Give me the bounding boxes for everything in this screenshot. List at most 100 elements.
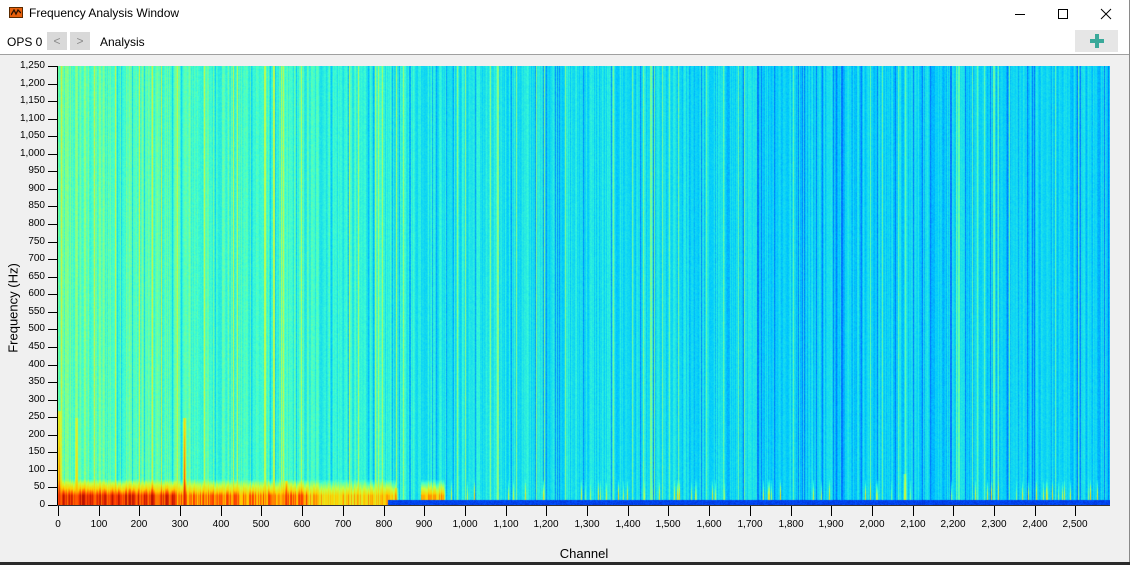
x-tick-label: 100 (90, 519, 108, 530)
y-tick-label: 800 (28, 218, 45, 229)
y-tick-mark (48, 435, 57, 436)
x-axis-title: Channel (559, 546, 609, 561)
x-tick-label: 1,600 (696, 519, 722, 530)
x-tick-mark (343, 506, 344, 516)
y-tick-mark (48, 347, 57, 348)
x-tick-mark (831, 506, 832, 516)
y-tick-label: 0 (39, 499, 45, 510)
x-tick-label: 200 (130, 519, 148, 530)
x-tick-label: 1,200 (533, 519, 559, 530)
y-tick-label: 250 (28, 411, 45, 422)
add-button[interactable] (1075, 30, 1118, 52)
close-button[interactable] (1084, 0, 1128, 28)
y-tick-label: 200 (28, 429, 45, 440)
x-tick-label: 2,500 (1062, 519, 1088, 530)
minimize-button[interactable] (998, 0, 1042, 28)
x-tick-mark (791, 506, 792, 516)
y-tick-label: 100 (28, 464, 45, 475)
y-tick-mark (48, 101, 57, 102)
x-tick-mark (465, 506, 466, 516)
x-tick-label: 1,400 (615, 519, 641, 530)
y-tick-mark (48, 329, 57, 330)
y-tick-label: 1,250 (19, 60, 45, 71)
x-tick-label: 1,800 (778, 519, 804, 530)
x-tick-label: 300 (171, 519, 189, 530)
x-tick-mark (1035, 506, 1036, 516)
y-tick-mark (48, 66, 57, 67)
x-tick-label: 800 (375, 519, 393, 530)
y-tick-mark (48, 294, 57, 295)
y-tick-mark (48, 84, 57, 85)
y-tick-label: 600 (28, 288, 45, 299)
previous-button[interactable]: < (47, 32, 67, 50)
x-tick-label: 600 (293, 519, 311, 530)
y-tick-label: 300 (28, 394, 45, 405)
spectrogram-heatmap[interactable] (58, 66, 1110, 505)
y-tick-mark (48, 382, 57, 383)
x-tick-mark (668, 506, 669, 516)
maximize-icon (1058, 9, 1068, 19)
y-tick-label: 1,200 (19, 78, 45, 89)
y-tick-mark (48, 206, 57, 207)
x-tick-mark (913, 506, 914, 516)
view-label: Analysis (100, 35, 145, 49)
y-axis-line (57, 66, 58, 506)
chart-app-icon (9, 7, 23, 18)
x-tick-label: 1,100 (493, 519, 519, 530)
x-tick-mark (139, 506, 140, 516)
x-tick-label: 1,000 (452, 519, 478, 530)
y-tick-label: 50 (33, 481, 45, 492)
x-tick-mark (872, 506, 873, 516)
y-tick-label: 850 (28, 200, 45, 211)
y-tick-label: 700 (28, 253, 45, 264)
maximize-button[interactable] (1041, 0, 1085, 28)
y-tick-label: 1,150 (19, 95, 45, 106)
y-tick-mark (48, 154, 57, 155)
y-tick-mark (48, 452, 57, 453)
close-icon (1100, 8, 1112, 20)
x-tick-label: 700 (334, 519, 352, 530)
x-tick-mark (58, 506, 59, 516)
x-tick-label: 0 (55, 519, 61, 530)
y-tick-mark (48, 487, 57, 488)
x-tick-label: 2,300 (981, 519, 1007, 530)
x-tick-label: 1,700 (737, 519, 763, 530)
x-tick-label: 2,100 (900, 519, 926, 530)
y-tick-mark (48, 277, 57, 278)
y-tick-mark (48, 242, 57, 243)
x-tick-label: 1,900 (818, 519, 844, 530)
title-bar[interactable]: Frequency Analysis Window (0, 0, 1129, 28)
x-tick-mark (99, 506, 100, 516)
next-button[interactable]: > (70, 32, 90, 50)
plus-icon (1089, 34, 1104, 48)
y-tick-label: 150 (28, 446, 45, 457)
y-tick-label: 650 (28, 271, 45, 282)
x-tick-mark (587, 506, 588, 516)
y-tick-label: 500 (28, 323, 45, 334)
x-tick-mark (424, 506, 425, 516)
y-tick-mark (48, 189, 57, 190)
y-tick-label: 1,100 (19, 113, 45, 124)
x-tick-label: 1,500 (655, 519, 681, 530)
y-tick-label: 1,000 (19, 148, 45, 159)
y-tick-label: 550 (28, 306, 45, 317)
x-tick-label: 2,200 (940, 519, 966, 530)
x-tick-label: 500 (252, 519, 270, 530)
y-tick-label: 950 (28, 165, 45, 176)
y-axis-title: Frequency (Hz) (5, 263, 21, 353)
x-tick-label: 1,300 (574, 519, 600, 530)
x-tick-mark (506, 506, 507, 516)
x-tick-mark (628, 506, 629, 516)
x-tick-mark (1075, 506, 1076, 516)
y-tick-mark (48, 171, 57, 172)
y-tick-mark (48, 505, 57, 506)
spectrogram-plot: 0 50 100 150 200 250 300 350 400 450 500 550 600 650 7… (0, 55, 1129, 562)
x-tick-mark (994, 506, 995, 516)
y-tick-mark (48, 259, 57, 260)
x-tick-mark (546, 506, 547, 516)
y-tick-label: 900 (28, 183, 45, 194)
x-tick-mark (709, 506, 710, 516)
x-tick-label: 2,400 (1022, 519, 1048, 530)
y-tick-label: 1,050 (19, 130, 45, 141)
